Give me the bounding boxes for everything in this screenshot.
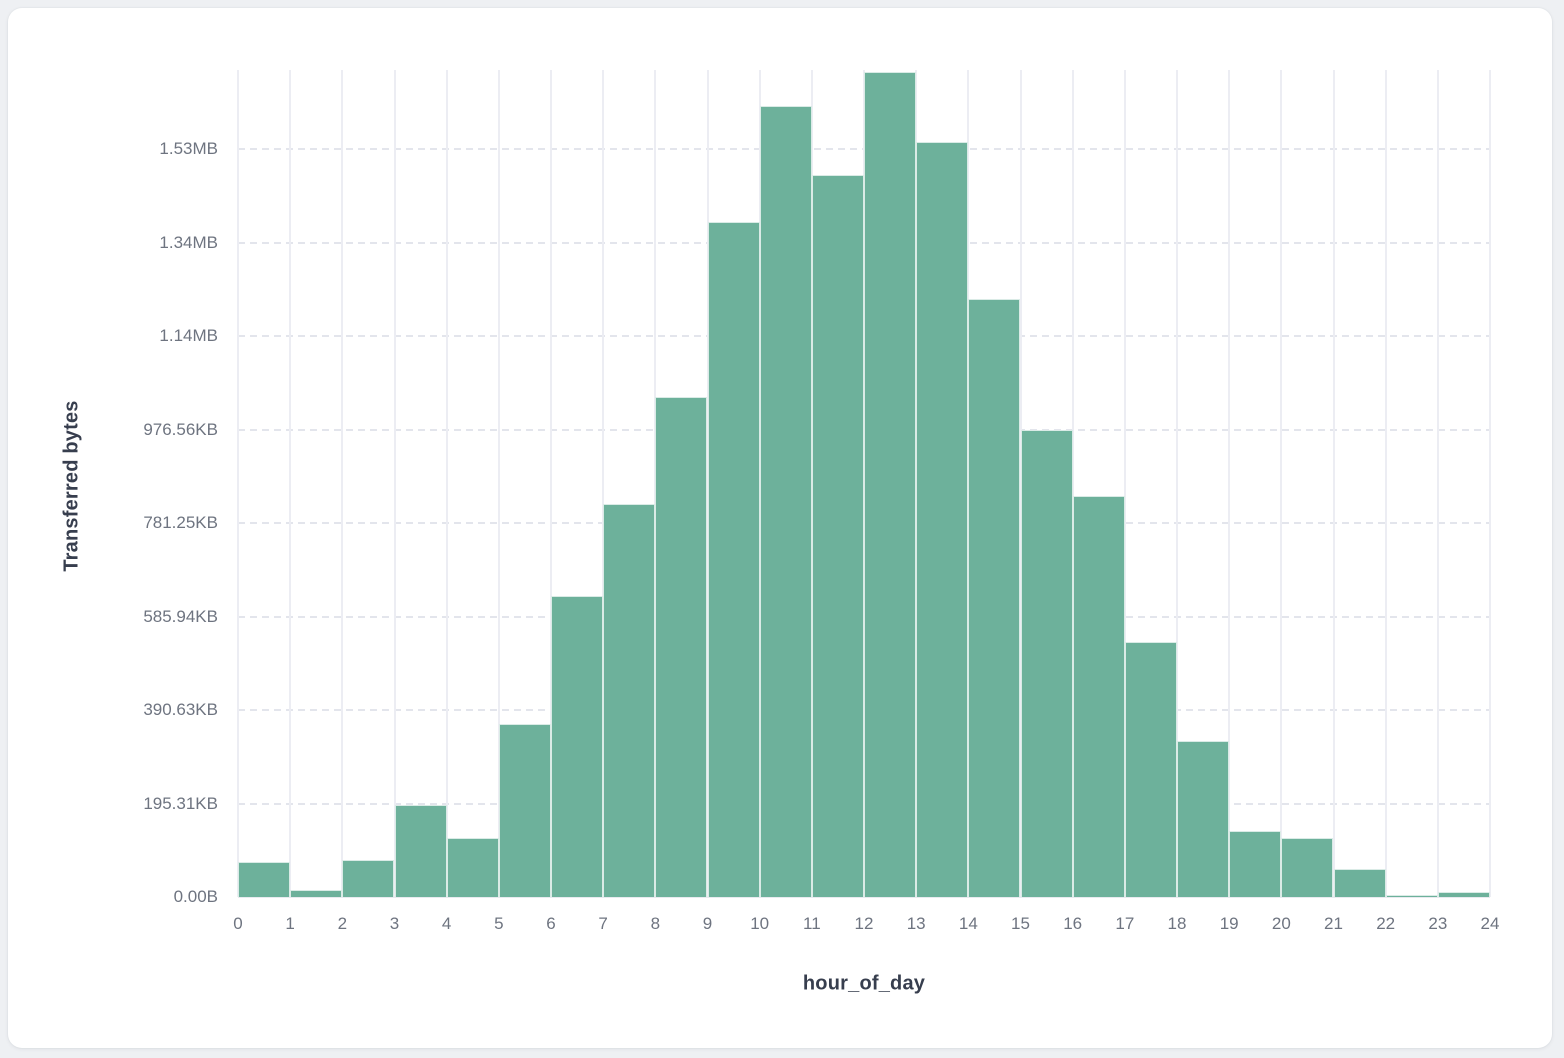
histogram-bar[interactable] xyxy=(446,837,499,897)
v-gridline xyxy=(497,70,500,897)
chart-card: 0.00B 195.31KB 390.63KB 585.94KB 781.25KB 976… xyxy=(8,8,1552,1048)
x-axis-tick-label: 11 xyxy=(803,914,821,933)
histogram-bar[interactable] xyxy=(551,596,604,897)
v-gridline xyxy=(1123,70,1126,897)
histogram-bar[interactable] xyxy=(1124,641,1177,897)
histogram-bar[interactable] xyxy=(1385,894,1438,897)
plot-area xyxy=(237,70,1491,898)
histogram-bar[interactable] xyxy=(1229,830,1282,897)
v-gridline xyxy=(550,70,552,897)
x-axis-tick-label: 19 xyxy=(1219,914,1239,933)
y-axis-tick-label: 1.14MB xyxy=(159,326,218,345)
y-axis-tick-label: 390.63KB xyxy=(143,700,218,719)
histogram-bar[interactable] xyxy=(1281,837,1334,897)
histogram-bar[interactable] xyxy=(1020,429,1073,897)
x-axis-tick-label: 3 xyxy=(389,914,400,933)
histogram-bar[interactable] xyxy=(290,889,343,897)
x-axis-tick-label: 9 xyxy=(702,914,713,933)
x-axis-tick-label: 15 xyxy=(1011,914,1030,933)
histogram-bar[interactable] xyxy=(864,72,917,897)
x-axis-tick-label: 14 xyxy=(958,914,978,933)
v-gridline xyxy=(445,70,448,897)
histogram-bar[interactable] xyxy=(1333,869,1386,897)
y-axis-tick-label: 585.94KB xyxy=(143,606,218,626)
x-axis-tick-label: 6 xyxy=(546,914,556,933)
x-axis-tick-label: 4 xyxy=(441,914,452,933)
histogram-bar[interactable] xyxy=(238,861,291,897)
y-axis-tick-label: 1.34MB xyxy=(159,232,218,252)
x-axis-tick-label: 8 xyxy=(650,914,661,933)
x-axis-tick-label: 16 xyxy=(1063,914,1083,933)
x-axis-tick-label: 5 xyxy=(494,914,504,933)
histogram-bar[interactable] xyxy=(342,860,395,897)
y-axis-tick-label: 1.53MB xyxy=(159,139,218,158)
histogram-bar[interactable] xyxy=(811,175,864,897)
v-gridline xyxy=(393,70,396,897)
x-axis-tick-label: 2 xyxy=(337,914,348,933)
v-gridline xyxy=(1280,70,1283,897)
x-axis-tick-label: 24 xyxy=(1480,914,1500,933)
histogram-bar[interactable] xyxy=(759,106,812,897)
v-gridline xyxy=(1332,70,1335,897)
v-gridline xyxy=(1436,70,1439,897)
x-axis-tick-label: 20 xyxy=(1271,914,1291,933)
x-axis-tick-label: 0 xyxy=(233,914,243,933)
histogram-bar[interactable] xyxy=(916,142,969,897)
x-axis-baseline xyxy=(238,896,1490,898)
x-axis-tick-label: 21 xyxy=(1324,914,1343,933)
v-gridline xyxy=(1071,70,1074,897)
x-axis-title: hour_of_day xyxy=(802,972,926,995)
v-gridline xyxy=(1489,70,1491,897)
histogram-bar[interactable] xyxy=(968,298,1021,897)
x-axis-tick-label: 12 xyxy=(854,914,874,933)
v-gridline xyxy=(289,70,292,897)
y-axis-tick-label: 781.25KB xyxy=(143,513,218,532)
histogram-bar[interactable] xyxy=(655,396,708,897)
v-gridline xyxy=(237,70,239,897)
histogram-bar[interactable] xyxy=(1072,496,1125,897)
x-axis-tick-label: 17 xyxy=(1115,914,1135,933)
histogram-bar[interactable] xyxy=(394,805,447,897)
v-gridline xyxy=(1228,70,1231,897)
v-gridline xyxy=(602,70,605,897)
x-axis-labels: 0 1 2 3 4 5 6 7 8 9 10 11 12 13 14 15 16 17 18 19 20 21 22 23 24 xyxy=(233,911,1499,937)
x-axis-tick-label: 1 xyxy=(285,914,295,933)
histogram-bar[interactable] xyxy=(707,222,760,897)
histogram-bar[interactable] xyxy=(603,504,656,897)
y-axis-title: Transferred bytes xyxy=(60,400,83,572)
x-axis-tick-label: 18 xyxy=(1167,914,1187,933)
y-axis-tick-label: 195.31KB xyxy=(143,793,218,813)
y-axis-labels: 0.00B 195.31KB 390.63KB 585.94KB 781.25KB 976… xyxy=(8,70,218,906)
x-axis-tick-label: 22 xyxy=(1376,914,1396,933)
v-gridline xyxy=(1176,70,1178,897)
histogram-bar[interactable] xyxy=(498,724,551,897)
histogram-bar[interactable] xyxy=(1437,891,1490,897)
x-axis-tick-label: 7 xyxy=(598,914,608,933)
x-axis-tick-label: 13 xyxy=(906,914,926,933)
x-axis-tick-label: 10 xyxy=(750,914,770,933)
v-gridline xyxy=(1384,70,1387,897)
y-axis-tick-label: 0.00B xyxy=(173,887,218,906)
x-axis-tick-label: 23 xyxy=(1428,914,1448,933)
histogram-bar[interactable] xyxy=(1177,740,1230,897)
v-gridline xyxy=(341,70,344,897)
y-axis-tick-label: 976.56KB xyxy=(143,419,218,439)
